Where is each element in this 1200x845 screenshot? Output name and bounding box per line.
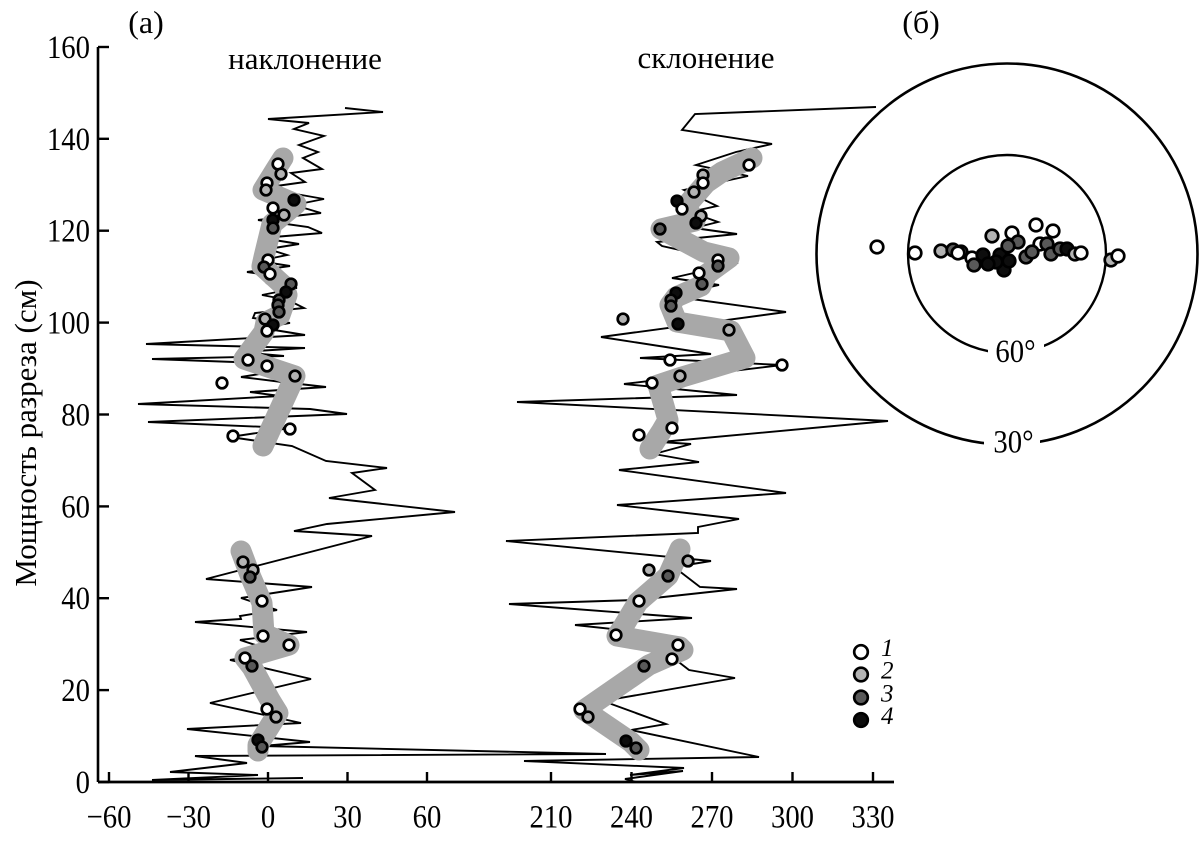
svg-text:4: 4 (881, 703, 894, 730)
svg-text:60: 60 (61, 488, 90, 525)
svg-text:30°: 30° (993, 423, 1033, 460)
svg-text:склонение: склонение (637, 40, 774, 75)
svg-text:120: 120 (47, 212, 90, 249)
svg-text:(а): (а) (128, 4, 164, 40)
svg-text:60: 60 (413, 798, 442, 835)
svg-text:330: 330 (851, 798, 894, 835)
svg-text:140: 140 (47, 120, 90, 157)
svg-text:наклонение: наклонение (228, 41, 382, 76)
svg-text:(б): (б) (902, 4, 940, 40)
svg-text:240: 240 (610, 798, 653, 835)
svg-text:210: 210 (529, 798, 572, 835)
svg-text:80: 80 (61, 396, 90, 433)
svg-text:100: 100 (47, 304, 90, 341)
svg-text:300: 300 (771, 798, 814, 835)
svg-text:270: 270 (690, 798, 733, 835)
svg-text:−60: −60 (87, 798, 132, 835)
svg-text:3: 3 (880, 681, 894, 708)
svg-text:0: 0 (76, 763, 90, 800)
svg-text:40: 40 (61, 579, 90, 616)
svg-text:30: 30 (333, 798, 362, 835)
svg-text:Мощность разреза (см): Мощность разреза (см) (8, 279, 43, 586)
svg-text:20: 20 (61, 671, 90, 708)
svg-text:2: 2 (881, 658, 894, 685)
svg-text:−30: −30 (166, 798, 211, 835)
svg-text:0: 0 (261, 798, 275, 835)
svg-text:160: 160 (47, 28, 90, 65)
svg-text:1: 1 (881, 635, 894, 662)
svg-text:60°: 60° (995, 332, 1035, 369)
